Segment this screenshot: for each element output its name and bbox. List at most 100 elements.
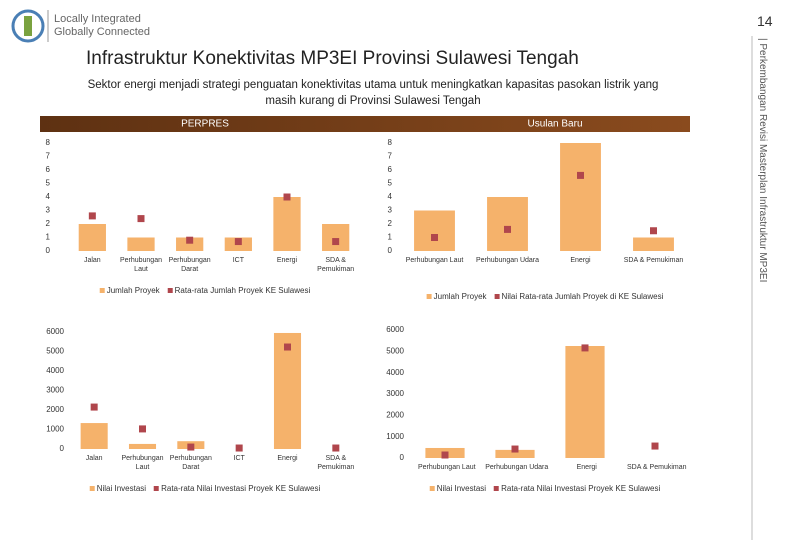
y-tick-label: 5000: [46, 347, 64, 356]
marker: [441, 451, 449, 459]
y-tick-label: 3: [388, 206, 393, 215]
legend-swatch: [99, 288, 105, 293]
legend: Nilai Investasi Rata-rata Nilai Investasi…: [429, 484, 660, 493]
y-tick-label: 6000: [386, 325, 404, 334]
header-bar: [40, 116, 690, 132]
legend-swatch: [89, 486, 95, 491]
y-tick-label: 3000: [46, 386, 64, 395]
logo-text: Locally Integrated Globally Connected: [54, 13, 150, 39]
legend-item: Jumlah Proyek: [99, 286, 160, 295]
legend-label: Rata-rata Jumlah Proyek KE Sulawesi: [174, 286, 311, 295]
marker: [284, 343, 291, 351]
legend: Jumlah Proyek Rata-rata Jumlah Proyek KE …: [99, 286, 311, 295]
marker: [504, 225, 511, 233]
legend-label: Rata-rata Nilai Investasi Proyek KE Sula…: [161, 484, 321, 493]
y-tick-label: 3000: [386, 389, 404, 398]
marker: [581, 344, 589, 352]
y-tick-label: 0: [388, 246, 393, 255]
x-tick-label: Perhubungan Udara: [475, 257, 540, 264]
bar: [273, 197, 301, 251]
bar: [565, 346, 605, 458]
marker: [332, 238, 340, 246]
logo-icon: [24, 16, 32, 36]
marker: [90, 403, 98, 411]
y-tick-label: 7: [46, 152, 51, 161]
marker: [431, 234, 438, 241]
bar: [273, 332, 302, 449]
legend-item: Rata-rata Jumlah Proyek KE Sulawesi: [167, 286, 311, 295]
y-tick-label: 5000: [386, 346, 404, 355]
legend-swatch: [494, 294, 500, 299]
marker: [137, 215, 145, 223]
side-box: | Perkembangan Revisi Masterplan Infrast…: [757, 38, 773, 298]
bar: [633, 237, 674, 251]
y-tick-label: 6000: [46, 327, 64, 336]
x-tick-label: Perhubungan Darat: [168, 257, 211, 273]
side-text: | Perkembangan Revisi Masterplan Infrast…: [757, 38, 768, 283]
page-number: 14: [757, 13, 773, 29]
x-tick-label: Perhubungan Laut: [121, 455, 164, 471]
legend-label: Jumlah Proyek: [106, 286, 160, 295]
bar: [78, 224, 106, 251]
bar: [128, 443, 157, 449]
legend-label: Jumlah Proyek: [433, 292, 487, 301]
logo-line: Locally Integrated: [54, 13, 141, 25]
marker: [186, 236, 194, 244]
y-tick-label: 1000: [46, 425, 64, 434]
bar: [487, 197, 528, 251]
title: Infrastruktur Konektivitas MP3EI Provins…: [86, 48, 579, 69]
marker: [88, 212, 96, 220]
y-tick-label: 6: [388, 165, 393, 174]
y-tick-label: 0: [60, 444, 65, 453]
legend-label: Rata-rata Nilai Investasi Proyek KE Sula…: [501, 484, 661, 493]
logo-icon: [11, 9, 45, 43]
x-tick-label: Perhubungan Darat: [169, 455, 212, 471]
x-tick-label: Perhubungan Laut: [405, 257, 464, 264]
legend-label: Nilai Investasi: [96, 484, 147, 493]
marker: [511, 445, 519, 453]
y-tick-label: 0: [400, 453, 405, 462]
y-tick-label: 2: [46, 219, 51, 228]
y-tick-label: 3: [46, 206, 51, 215]
legend: Jumlah Proyek Nilai Rata-rata Jumlah Proy…: [426, 292, 663, 301]
y-tick-label: 6: [46, 165, 51, 174]
legend-item: Rata-rata Nilai Investasi Proyek KE Sula…: [154, 484, 320, 493]
bar: [176, 237, 204, 251]
x-tick-label: Perhubungan Laut: [417, 464, 476, 471]
marker: [577, 171, 584, 179]
bar: [495, 449, 535, 458]
y-tick-label: 5: [46, 179, 51, 188]
marker: [283, 193, 291, 201]
legend-item: Nilai Investasi: [89, 484, 147, 493]
y-tick-label: 2: [388, 219, 393, 228]
legend-swatch: [154, 486, 160, 491]
y-tick-label: 1: [388, 233, 393, 242]
legend-label: Nilai Investasi: [436, 484, 487, 493]
y-tick-label: 7: [388, 152, 393, 161]
marker: [187, 443, 195, 451]
marker: [235, 444, 243, 452]
x-tick-label: SDA & Pemukiman: [317, 455, 355, 471]
marker: [651, 442, 659, 450]
x-tick-label: Energi: [570, 257, 591, 264]
y-tick-label: 5: [388, 179, 393, 188]
y-tick-label: 4000: [46, 366, 64, 375]
x-tick-label: Jalan: [83, 257, 101, 264]
bar: [560, 143, 601, 251]
header-label: PERPRES: [181, 119, 229, 130]
header-label: Usulan Baru: [527, 119, 582, 130]
y-tick-label: 4: [388, 192, 393, 201]
y-tick-label: 2000: [386, 410, 404, 419]
y-tick-label: 0: [46, 246, 51, 255]
bar: [80, 423, 108, 449]
legend-item: Rata-rata Nilai Investasi Proyek KE Sula…: [494, 484, 660, 493]
legend-swatch: [167, 288, 173, 293]
y-tick-label: 8: [388, 138, 393, 147]
y-tick-label: 4: [46, 192, 51, 201]
logo-line: Globally Connected: [54, 26, 151, 38]
x-tick-label: ICT: [233, 455, 245, 462]
legend-item: Jumlah Proyek: [426, 292, 487, 301]
y-tick-label: 4000: [386, 368, 404, 377]
